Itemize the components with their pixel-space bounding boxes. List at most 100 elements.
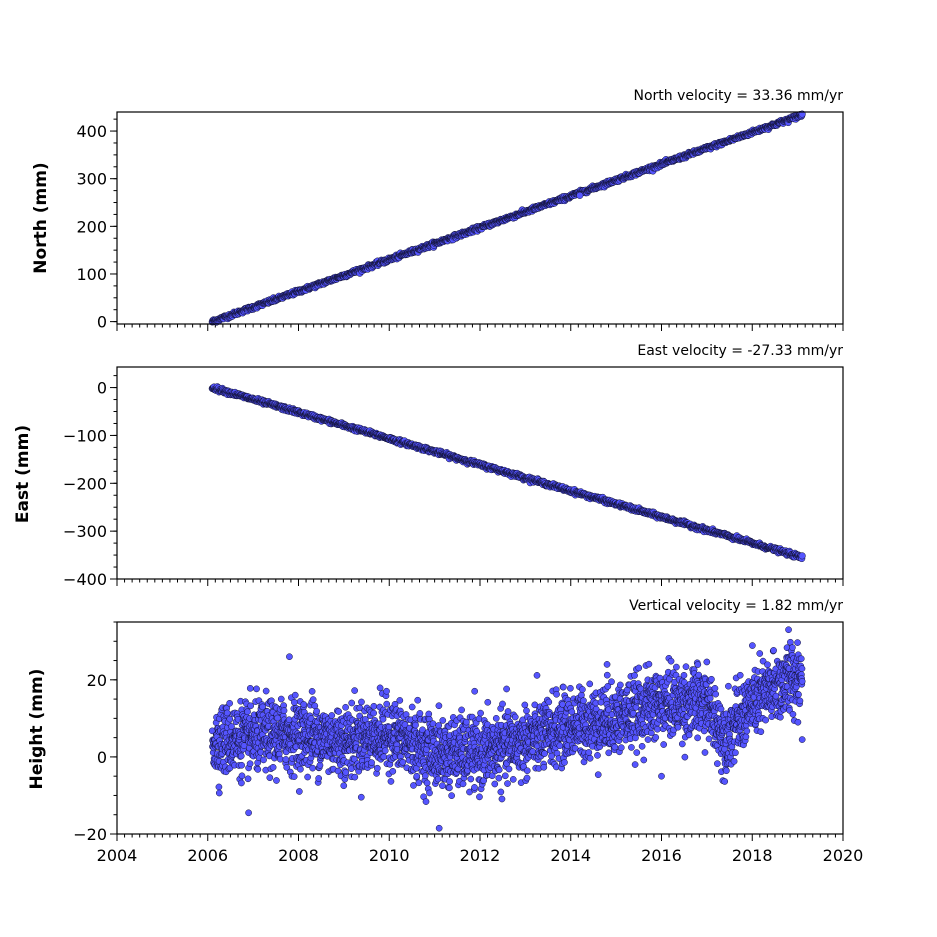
height-point bbox=[309, 696, 317, 703]
height-point bbox=[348, 699, 356, 707]
height-point bbox=[370, 709, 377, 717]
north-plot-frame bbox=[116, 111, 844, 325]
height-point bbox=[505, 765, 513, 773]
height-point bbox=[497, 788, 505, 796]
height-point bbox=[238, 761, 245, 769]
height-point bbox=[423, 779, 431, 787]
height-point bbox=[533, 672, 541, 679]
y-tick-label: −200 bbox=[63, 474, 107, 493]
height-point bbox=[215, 783, 223, 791]
height-point bbox=[315, 775, 323, 782]
height-point bbox=[435, 702, 443, 710]
height-point bbox=[383, 687, 390, 695]
north-points bbox=[208, 110, 806, 326]
height-point bbox=[358, 698, 365, 706]
height-point bbox=[254, 766, 262, 773]
height-point bbox=[396, 697, 404, 704]
height-point bbox=[523, 707, 530, 715]
height-point bbox=[253, 685, 260, 693]
height-point bbox=[223, 709, 231, 717]
height-point bbox=[262, 687, 270, 695]
height-point bbox=[244, 708, 251, 716]
height-point bbox=[247, 702, 254, 710]
height-point bbox=[351, 687, 358, 694]
height-point bbox=[383, 700, 391, 708]
height-point bbox=[499, 700, 506, 708]
x-tick-label: 2010 bbox=[369, 846, 410, 865]
height-point bbox=[328, 712, 336, 719]
height-point bbox=[429, 720, 437, 728]
y-tick-label: 0 bbox=[97, 313, 107, 332]
east-plot-frame bbox=[116, 366, 844, 580]
height-point bbox=[226, 715, 234, 723]
y-tick-label: −300 bbox=[63, 522, 107, 541]
height-point bbox=[300, 701, 308, 708]
height-point bbox=[379, 715, 387, 723]
height-point bbox=[492, 715, 500, 722]
east-ticks: 0−100−200−300−400 bbox=[63, 375, 844, 589]
height-point bbox=[504, 708, 512, 715]
height-point bbox=[238, 772, 246, 780]
height-point bbox=[370, 702, 378, 710]
x-tick-label: 2004 bbox=[97, 846, 138, 865]
height-point bbox=[277, 695, 285, 703]
height-point bbox=[226, 699, 233, 707]
height-point bbox=[351, 773, 359, 781]
east-velocity-title: East velocity = -27.33 mm/yr bbox=[637, 343, 843, 359]
east-panel: East velocity = -27.33 mm/yr East (mm) 0… bbox=[13, 343, 844, 589]
height-point bbox=[435, 722, 443, 729]
height-point bbox=[458, 706, 465, 714]
x-tick-label: 2012 bbox=[460, 846, 501, 865]
y-tick-label: 400 bbox=[76, 122, 107, 141]
height-point bbox=[503, 685, 510, 693]
height-point bbox=[295, 788, 303, 795]
x-tick-label: 2006 bbox=[187, 846, 228, 865]
height-point bbox=[260, 756, 267, 764]
x-tick-label: 2020 bbox=[823, 846, 864, 865]
east-points bbox=[208, 383, 806, 563]
height-point bbox=[282, 756, 290, 763]
height-point bbox=[347, 765, 355, 773]
height-point bbox=[477, 709, 484, 717]
height-point bbox=[412, 721, 419, 729]
height-point bbox=[399, 758, 407, 766]
height-point bbox=[335, 708, 342, 715]
y-tick-label: 300 bbox=[76, 170, 107, 189]
north-y-axis-label: North (mm) bbox=[31, 162, 51, 273]
north-velocity-title: North velocity = 33.36 mm/yr bbox=[633, 88, 843, 104]
x-tick-label: 2018 bbox=[732, 846, 773, 865]
height-point bbox=[415, 779, 423, 787]
y-tick-label: 20 bbox=[87, 671, 107, 690]
height-point bbox=[269, 763, 277, 771]
height-point bbox=[389, 767, 397, 775]
height-point bbox=[484, 698, 492, 706]
height-point bbox=[439, 717, 447, 724]
height-point bbox=[459, 780, 467, 788]
height-point bbox=[414, 696, 422, 704]
height-point bbox=[498, 795, 506, 803]
height-point bbox=[501, 772, 509, 780]
north-outlier-point bbox=[576, 191, 584, 199]
height-point bbox=[313, 707, 320, 715]
height-point bbox=[521, 701, 529, 709]
height-point bbox=[215, 789, 223, 797]
height-point bbox=[491, 780, 499, 788]
y-tick-label: 0 bbox=[97, 379, 107, 398]
east-point bbox=[798, 552, 806, 560]
height-point bbox=[342, 769, 350, 776]
height-point bbox=[448, 792, 455, 800]
height-point bbox=[467, 775, 475, 783]
y-tick-label: −20 bbox=[73, 825, 107, 844]
y-tick-label: −100 bbox=[63, 426, 107, 445]
height-point bbox=[246, 684, 254, 692]
height-point bbox=[495, 774, 503, 782]
height-point bbox=[297, 765, 304, 773]
height-point bbox=[495, 766, 503, 774]
height-point bbox=[509, 776, 517, 783]
height-point bbox=[540, 763, 548, 771]
vertical-velocity-title: Vertical velocity = 1.82 mm/yr bbox=[629, 598, 843, 614]
x-tick-label: 2016 bbox=[641, 846, 682, 865]
y-tick-label: 200 bbox=[76, 217, 107, 236]
